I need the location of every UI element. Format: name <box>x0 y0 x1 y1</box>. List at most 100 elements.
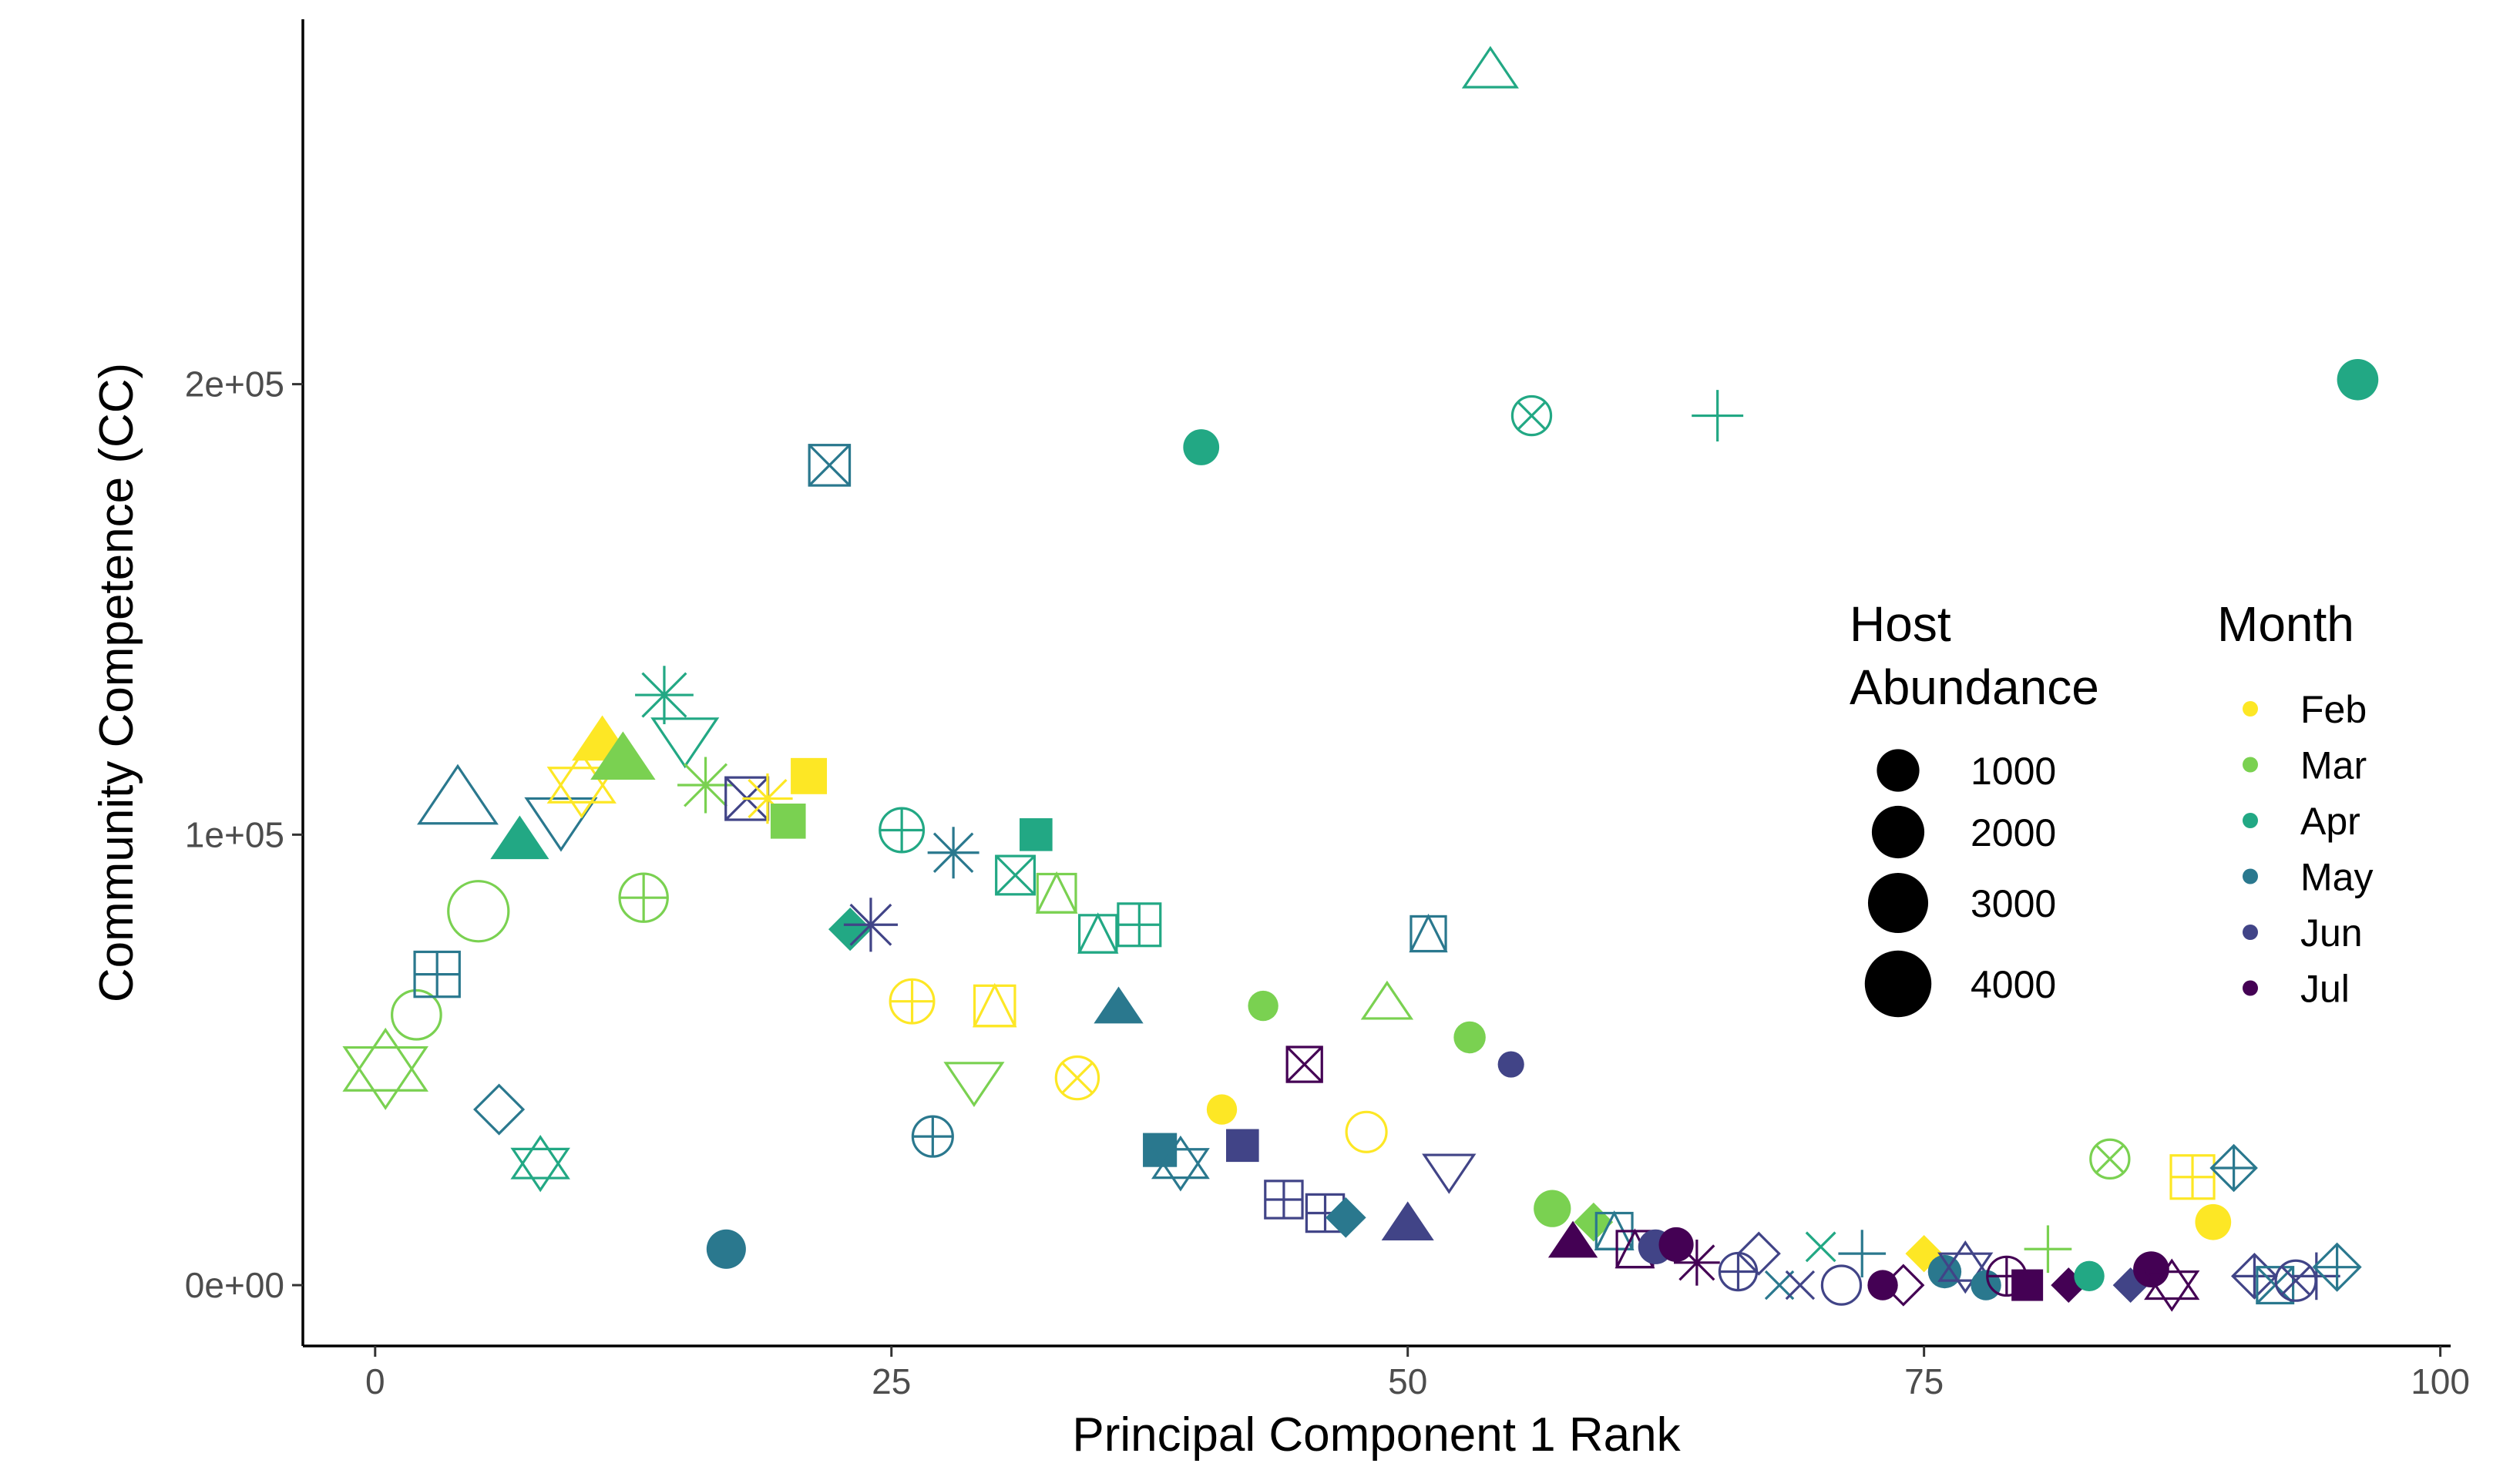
size-legend-key <box>1867 872 1929 934</box>
x-tick-label: 0 <box>365 1361 385 1401</box>
x-axis-title: Principal Component 1 Rank <box>1072 1408 1681 1462</box>
data-point <box>1325 1197 1366 1238</box>
size-legend-key <box>1864 950 1932 1018</box>
data-point <box>1547 1220 1598 1258</box>
color-legend-key <box>2243 813 2258 828</box>
data-point <box>417 764 499 825</box>
y-tick-label: 1e+05 <box>185 814 284 854</box>
x-tick-label: 75 <box>1904 1361 1944 1401</box>
data-point <box>1461 45 1519 89</box>
data-point <box>2089 1138 2131 1180</box>
data-point <box>677 757 734 814</box>
color-legend-label: Mar <box>2300 744 2367 787</box>
data-point <box>879 807 926 854</box>
data-point <box>650 717 720 769</box>
x-tick-label: 25 <box>872 1361 911 1401</box>
data-point <box>943 1062 1005 1108</box>
data-point <box>1534 1190 1571 1227</box>
data-point <box>770 804 806 839</box>
data-point <box>1409 913 1448 953</box>
data-point <box>2209 1143 2258 1193</box>
color-legend-key <box>2243 925 2258 940</box>
color-legend-label: Apr <box>2300 800 2360 843</box>
data-point <box>510 1135 570 1193</box>
data-point <box>447 880 510 943</box>
data-point <box>342 1027 428 1110</box>
data-point <box>808 444 852 487</box>
data-point <box>1785 1270 1816 1301</box>
data-point <box>1971 1270 2001 1301</box>
data-point <box>1692 390 1744 442</box>
data-point <box>1285 1045 1323 1083</box>
color-legend: Month Feb Mar Apr May Jun Jul <box>2217 596 2373 1011</box>
data-point <box>927 827 979 879</box>
data-point <box>2231 1252 2278 1300</box>
data-point <box>1718 1251 1759 1292</box>
color-legend-label: Jun <box>2300 911 2363 955</box>
data-point <box>1764 1270 1795 1301</box>
data-points <box>342 45 2379 1312</box>
data-point <box>635 666 694 724</box>
data-point <box>1674 1239 1720 1286</box>
color-legend-key <box>2243 868 2258 884</box>
data-point <box>1345 1110 1388 1153</box>
data-point <box>2292 1252 2340 1301</box>
data-point <box>1422 1153 1477 1194</box>
data-point <box>2011 1269 2044 1301</box>
data-point <box>1820 1264 1863 1306</box>
size-legend-title: Abundance <box>1850 659 2099 715</box>
data-point <box>1805 1231 1836 1263</box>
data-point <box>2195 1203 2232 1240</box>
size-legend-label: 3000 <box>1971 882 2056 925</box>
data-point <box>1117 902 1162 948</box>
data-point <box>1035 871 1078 914</box>
y-tick-label: 2e+05 <box>185 364 284 404</box>
data-point <box>2312 1242 2362 1292</box>
data-point <box>1094 986 1144 1024</box>
data-point <box>1077 912 1119 954</box>
data-point <box>889 978 936 1025</box>
y-axis-title: Community Competence (CC) <box>90 363 143 1002</box>
data-point <box>1151 1135 1210 1192</box>
data-point <box>1226 1129 1259 1163</box>
data-point <box>2133 1251 2169 1287</box>
size-legend-label: 1000 <box>1971 750 2056 793</box>
data-point <box>2144 1258 2200 1312</box>
data-point <box>1736 1231 1781 1276</box>
data-point <box>1183 429 1220 465</box>
color-legend-label: May <box>2300 856 2373 899</box>
data-point <box>1882 1264 1925 1307</box>
size-legend-label: 2000 <box>1971 811 2056 854</box>
data-point <box>2169 1154 2216 1200</box>
color-legend-key <box>2243 701 2258 717</box>
data-point <box>1905 1234 1943 1273</box>
data-point <box>1510 394 1553 437</box>
color-legend-label: Jul <box>2300 968 2350 1011</box>
data-point <box>1206 1094 1238 1125</box>
data-point <box>791 757 828 794</box>
data-point <box>2024 1225 2072 1274</box>
data-point <box>995 854 1036 896</box>
color-legend-label: Feb <box>2300 688 2367 731</box>
y-tick-label: 0e+00 <box>185 1265 284 1305</box>
data-point <box>972 982 1017 1028</box>
data-point <box>1360 980 1414 1020</box>
x-tick-label: 50 <box>1388 1361 1427 1401</box>
data-point <box>1381 1201 1434 1240</box>
data-point <box>843 898 898 952</box>
data-point <box>2274 1259 2317 1302</box>
data-point <box>828 907 872 951</box>
data-point <box>1838 1230 1887 1277</box>
data-point <box>1658 1227 1694 1262</box>
data-point <box>1054 1055 1100 1101</box>
data-point <box>391 988 442 1041</box>
data-point <box>524 797 598 852</box>
data-point <box>590 731 656 780</box>
x-axis-ticks: 0 25 50 75 100 <box>365 1346 2470 1401</box>
data-point <box>473 1083 526 1136</box>
data-point <box>1264 1180 1304 1220</box>
size-legend-key <box>1871 805 1925 859</box>
size-legend-key <box>1877 749 1920 792</box>
data-point <box>1020 818 1053 851</box>
